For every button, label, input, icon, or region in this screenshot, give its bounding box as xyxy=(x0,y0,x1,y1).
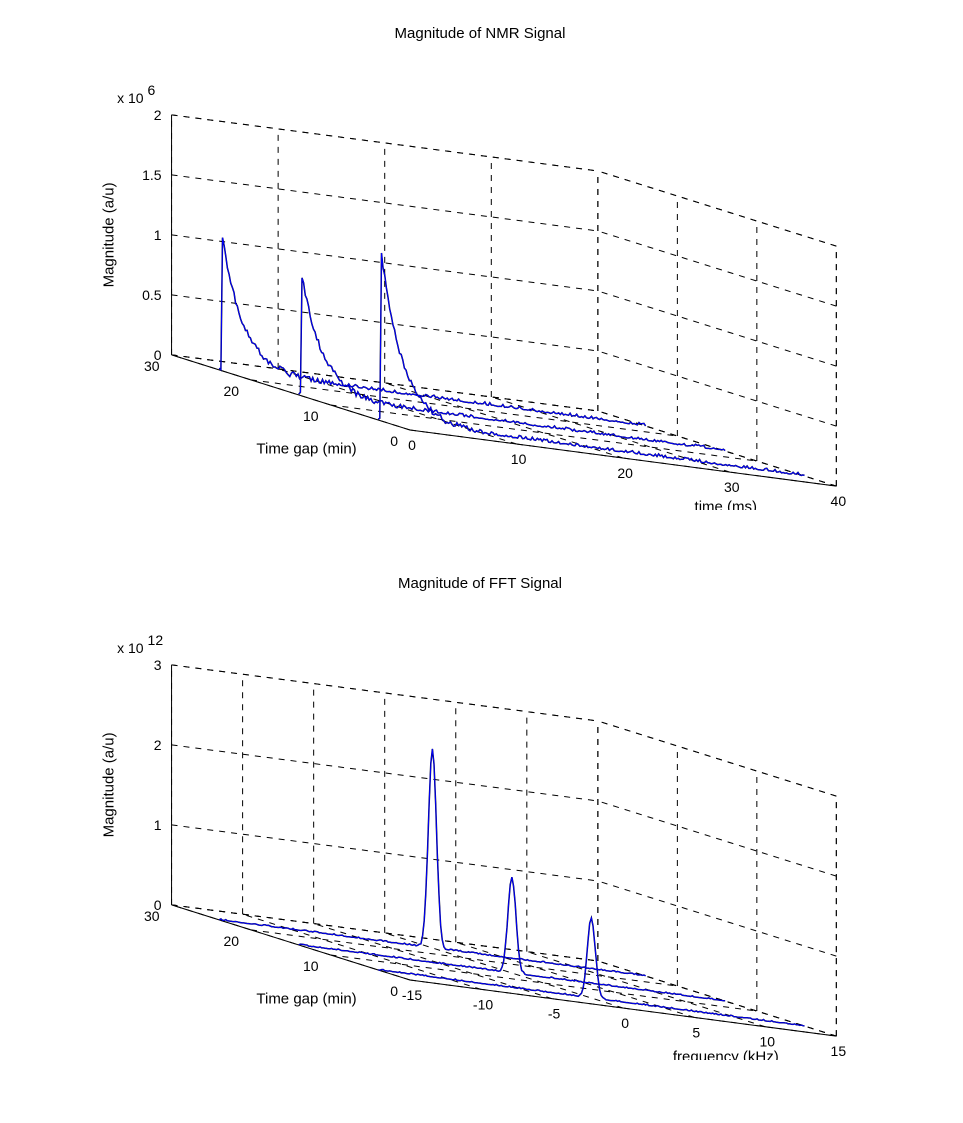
x-tick: 0 xyxy=(621,1015,629,1031)
plot-title: Magnitude of FFT Signal xyxy=(398,575,562,592)
y-axis-label: Time gap (min) xyxy=(256,991,356,1008)
x-tick: -15 xyxy=(402,987,422,1003)
y-tick: 20 xyxy=(223,933,239,949)
x-tick: 20 xyxy=(617,465,633,481)
x-tick: 40 xyxy=(831,493,847,509)
x-tick: 15 xyxy=(831,1043,847,1059)
z-exponent: x 10 xyxy=(117,90,144,106)
z-tick: 1.5 xyxy=(142,167,162,183)
y-axis-label: Time gap (min) xyxy=(256,441,356,458)
x-tick: 10 xyxy=(511,451,527,467)
nmr-svg: 00.511.520102030400102030Magnitude of NM… xyxy=(50,10,910,510)
z-exponent: x 10 xyxy=(117,640,144,656)
x-tick: 10 xyxy=(759,1034,775,1050)
plot-title: Magnitude of NMR Signal xyxy=(395,25,566,42)
z-tick: 1 xyxy=(154,817,162,833)
z-exponent-sup: 6 xyxy=(148,82,156,98)
x-tick: 30 xyxy=(724,479,740,495)
z-exponent-sup: 12 xyxy=(148,632,164,648)
z-axis-label: Magnitude (a/u) xyxy=(101,182,118,287)
z-axis-label: Magnitude (a/u) xyxy=(101,732,118,837)
z-tick: 3 xyxy=(154,657,162,673)
y-tick: 30 xyxy=(144,358,160,374)
z-tick: 2 xyxy=(154,107,162,123)
y-tick: 10 xyxy=(303,958,319,974)
y-tick: 0 xyxy=(390,433,398,449)
x-axis-label: frequency (kHz) xyxy=(673,1049,779,1060)
y-tick: 0 xyxy=(390,983,398,999)
x-tick: -5 xyxy=(548,1006,561,1022)
fft-svg: 0123-15-10-50510150102030Magnitude of FF… xyxy=(50,560,910,1060)
z-tick: 2 xyxy=(154,737,162,753)
y-tick: 20 xyxy=(223,383,239,399)
y-tick: 10 xyxy=(303,408,319,424)
x-tick: -10 xyxy=(473,996,493,1012)
x-axis-label: time (ms) xyxy=(695,499,758,510)
x-tick: 5 xyxy=(692,1024,700,1040)
z-tick: 0.5 xyxy=(142,287,162,303)
z-tick: 1 xyxy=(154,227,162,243)
fft-signal-3d-plot: 0123-15-10-50510150102030Magnitude of FF… xyxy=(50,560,910,1060)
nmr-signal-3d-plot: 00.511.520102030400102030Magnitude of NM… xyxy=(50,10,910,510)
x-tick: 0 xyxy=(408,437,416,453)
y-tick: 30 xyxy=(144,908,160,924)
